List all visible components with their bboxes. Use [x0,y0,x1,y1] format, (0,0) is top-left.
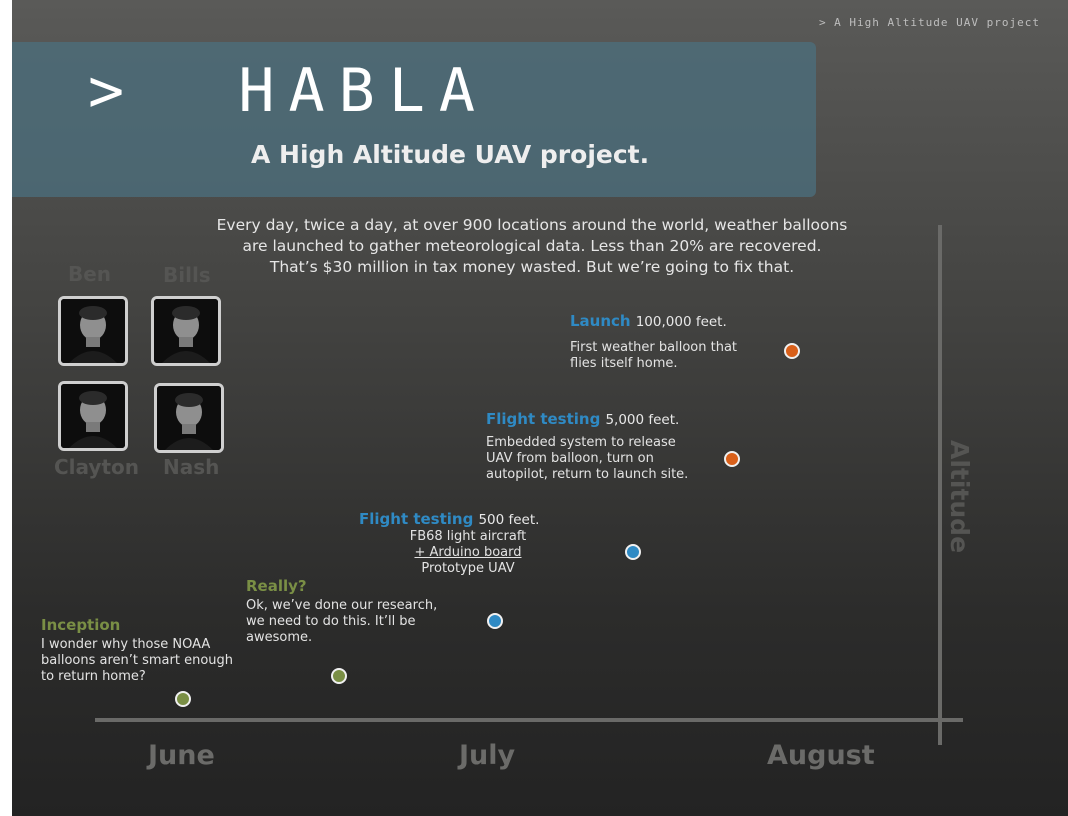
team-name-clayton: Clayton [54,455,139,479]
event-altitude: 500 feet. [478,512,540,528]
event-desc-line: awesome. [246,630,313,645]
tagline: > A High Altitude UAV project [818,16,1040,29]
event-title: Flight testing [359,510,474,528]
timeline-dot-inception [175,691,191,707]
event-desc-line: to return home? [41,669,146,684]
page-subtitle: A High Altitude UAV project. [251,140,650,169]
page-title: > HABLA [88,56,489,126]
intro-line: Every day, twice a day, at over 900 loca… [216,216,848,234]
team-name-ben: Ben [68,262,112,286]
event-desc-line: Ok, we’ve done our research, [246,598,438,613]
event-title: Launch [570,312,631,330]
timeline-dot-really [331,668,347,684]
event-launch-desc: First weather balloon that flies itself … [570,340,737,372]
time-axis [95,718,963,722]
event-launch-heading: Launch 100,000 feet. [570,311,727,330]
event-flight-5000-desc: Embedded system to release UAV from ball… [486,435,688,483]
altitude-axis-label: Altitude [945,440,974,554]
event-desc-line: Embedded system to release [486,435,676,450]
timeline-dot-flight-5000-b [724,451,740,467]
timeline-dot-launch [784,343,800,359]
event-desc-line: balloons aren’t smart enough [41,653,234,668]
event-flight-500-heading: Flight testing 500 feet. [359,509,539,528]
month-label-june: June [148,740,215,771]
event-title: Flight testing [486,410,601,428]
event-desc-line: autopilot, return to launch site. [486,467,689,482]
event-inception-title: Inception [41,616,121,634]
month-label-august: August [767,740,875,771]
month-label-july: July [459,740,516,771]
timeline-dot-flight-5000 [625,544,641,560]
event-desc-line: flies itself home. [570,356,678,371]
poster: > A High Altitude UAV project > HABLA A … [12,0,1068,816]
event-altitude: 5,000 feet. [605,412,680,428]
team-name-bills: Bills [163,263,211,287]
event-desc-line: I wonder why those NOAA [41,637,211,652]
event-desc-line: FB68 light aircraft [409,529,527,544]
altitude-axis [938,225,942,745]
event-desc-line: Prototype UAV [421,561,515,576]
team-photo-nash [154,383,224,453]
event-desc-line: we need to do this. It’ll be [246,614,416,629]
team-photo-clayton [58,381,128,451]
title-banner [12,42,816,197]
event-desc-line: First weather balloon that [570,340,738,355]
timeline-dot-flight-500 [487,613,503,629]
team-photo-bills [151,296,221,366]
intro-line: That’s $30 million in tax money wasted. … [269,258,795,276]
event-flight-5000-heading: Flight testing 5,000 feet. [486,409,679,428]
event-altitude: 100,000 feet. [635,314,727,330]
event-flight-500-desc: FB68 light aircraft + Arduino board Prot… [398,529,538,577]
event-really-title: Really? [246,577,307,595]
event-really-desc: Ok, we’ve done our research, we need to … [246,598,437,646]
event-desc-line: UAV from balloon, turn on [486,451,654,466]
team-photo-ben [58,296,128,366]
intro-line: are launched to gather meteorological da… [242,237,822,255]
event-inception-desc: I wonder why those NOAA balloons aren’t … [41,637,233,685]
team-name-nash: Nash [163,455,220,479]
event-desc-line: + Arduino board [414,545,522,560]
intro-text: Every day, twice a day, at over 900 loca… [212,215,852,278]
